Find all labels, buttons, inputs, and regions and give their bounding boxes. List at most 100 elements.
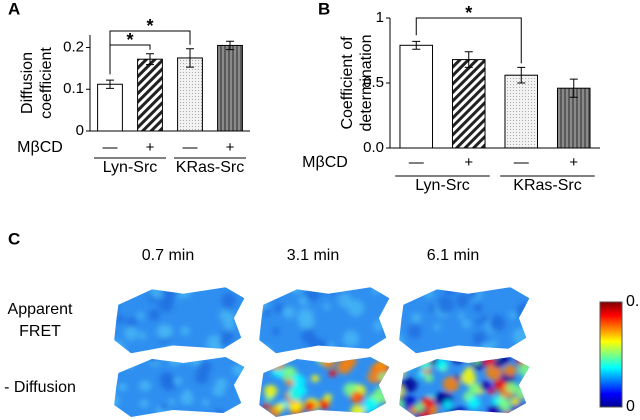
cell-spot bbox=[326, 342, 335, 351]
cell-spot bbox=[177, 357, 193, 363]
cell-image bbox=[399, 287, 530, 354]
time-label: 0.7 min bbox=[142, 247, 194, 264]
y-tick-label: 0 bbox=[76, 122, 84, 139]
cell-spot bbox=[385, 398, 390, 407]
cell-spot bbox=[290, 287, 303, 294]
cell-spot bbox=[149, 287, 166, 299]
cell-spot bbox=[202, 399, 210, 406]
cell-image bbox=[259, 357, 390, 417]
group-label: KRas-Src bbox=[176, 159, 244, 176]
bar bbox=[504, 74, 539, 149]
cell-fill bbox=[114, 287, 245, 354]
error-bar bbox=[517, 66, 526, 84]
cell-spot bbox=[262, 402, 270, 410]
cell-spot bbox=[114, 393, 120, 409]
cell-spot bbox=[180, 392, 194, 406]
cell-spot bbox=[524, 408, 530, 416]
cell-spot bbox=[235, 287, 245, 291]
y-axis-label: Coefficient of bbox=[339, 36, 356, 130]
category-label: — bbox=[409, 154, 424, 171]
cell-spot bbox=[223, 319, 235, 331]
cell-spot bbox=[505, 382, 518, 394]
cell-spot bbox=[232, 363, 245, 377]
row-label: MβCD bbox=[17, 139, 63, 156]
cell-spot bbox=[214, 408, 224, 417]
cell-spot bbox=[180, 325, 190, 336]
cell-spot bbox=[311, 374, 320, 383]
cell-spot bbox=[285, 378, 294, 387]
cell-spot bbox=[288, 388, 303, 402]
cell-spot bbox=[337, 293, 352, 309]
cell-spot bbox=[515, 384, 530, 399]
cell-spot bbox=[410, 357, 419, 361]
cell-spot bbox=[267, 358, 276, 367]
cell-spot bbox=[433, 323, 441, 331]
significance-bracket bbox=[109, 30, 191, 75]
cell-spot bbox=[323, 303, 331, 310]
cell-spot bbox=[285, 366, 294, 374]
category-label: — bbox=[183, 139, 198, 156]
cell-spot bbox=[467, 288, 478, 299]
cell-image bbox=[259, 287, 390, 354]
bar bbox=[97, 83, 123, 132]
cell-spot bbox=[125, 317, 138, 330]
category-label: + bbox=[569, 154, 578, 171]
row-label: FRET bbox=[19, 323, 61, 340]
cell-spot bbox=[116, 314, 125, 324]
cell-image bbox=[114, 357, 245, 417]
cell-spot bbox=[240, 310, 245, 320]
cell-spot bbox=[124, 359, 135, 369]
cell-spot bbox=[317, 357, 325, 363]
cell-spot bbox=[114, 287, 119, 294]
cell-spot bbox=[461, 413, 468, 417]
cell-spot bbox=[514, 357, 530, 365]
cell-spot bbox=[399, 358, 404, 373]
cell-spot bbox=[114, 357, 116, 361]
cell-spot bbox=[467, 396, 481, 409]
cell-spot bbox=[350, 404, 365, 417]
cell-spot bbox=[458, 312, 465, 320]
error-bar bbox=[146, 53, 154, 66]
cell-spot bbox=[342, 357, 357, 368]
y-axis-label: Diffusion bbox=[19, 52, 36, 114]
significance-bracket bbox=[415, 17, 522, 64]
cell-spot bbox=[454, 374, 463, 382]
cell-spot bbox=[419, 358, 432, 371]
cell-image bbox=[114, 287, 245, 354]
cell-spot bbox=[275, 402, 285, 412]
cell-spot bbox=[401, 377, 418, 393]
y-axis-label: coefficient bbox=[38, 47, 55, 119]
panel-label: B bbox=[318, 0, 330, 18]
cell-spot bbox=[239, 389, 245, 398]
cell-spot bbox=[318, 399, 330, 410]
cell-spot bbox=[406, 363, 414, 370]
cell-spot bbox=[417, 371, 425, 378]
cell-spot bbox=[498, 399, 512, 411]
cell-spot bbox=[489, 315, 506, 333]
error-bar bbox=[464, 51, 473, 68]
cell-spot bbox=[166, 345, 175, 354]
cell-spot bbox=[263, 308, 271, 317]
cell-spot bbox=[270, 292, 277, 300]
cell-spot bbox=[219, 338, 228, 347]
cell-spot bbox=[351, 394, 360, 402]
cell-image bbox=[399, 357, 530, 417]
group-label: KRas-Src bbox=[513, 177, 581, 194]
cell-spot bbox=[136, 311, 145, 320]
bar bbox=[137, 58, 163, 132]
cell-spot bbox=[304, 287, 321, 302]
cell-spot bbox=[139, 380, 151, 392]
cell-spot bbox=[407, 324, 422, 339]
cell-spot bbox=[218, 310, 230, 322]
cell-spot bbox=[470, 357, 484, 363]
cell-spot bbox=[472, 331, 487, 347]
cell-spot bbox=[479, 380, 492, 392]
cell-spot bbox=[493, 378, 506, 390]
colorbar-tick-label: 0.85 bbox=[626, 293, 640, 310]
cell-spot bbox=[304, 400, 316, 412]
cell-spot bbox=[347, 299, 364, 317]
cell-spot bbox=[478, 342, 495, 354]
group-label: Lyn-Src bbox=[415, 177, 470, 194]
cell-spot bbox=[473, 358, 481, 365]
